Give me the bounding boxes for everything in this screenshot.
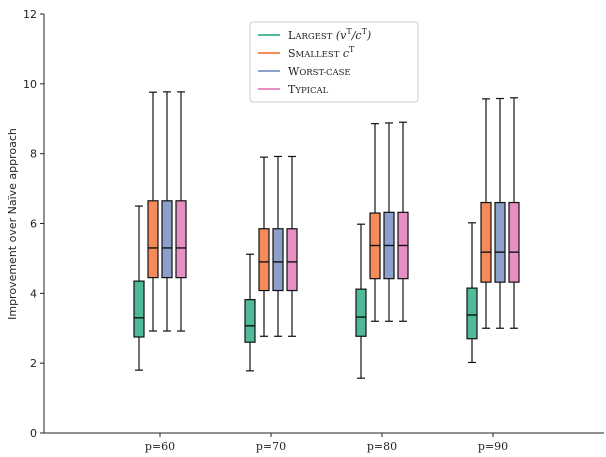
box-3-p60	[161, 91, 173, 332]
y-axis: 0 2 4 6 8 10 12	[23, 8, 45, 440]
box-body	[286, 228, 298, 292]
box-body	[175, 200, 187, 279]
box-1-p90	[466, 222, 478, 364]
y-tick-label: 8	[30, 148, 37, 161]
y-tick-label: 12	[23, 8, 37, 21]
legend-item: SMALLEST cT​	[258, 45, 355, 60]
box-body	[258, 228, 270, 292]
box-1-p80	[355, 223, 367, 379]
x-tick-label: p=80	[367, 440, 397, 453]
plot-area	[133, 91, 520, 379]
legend: LARGEST (vT​/cT​) SMALLEST cT​ WORST-CASE T…	[249, 21, 419, 103]
box-body	[480, 201, 492, 283]
y-axis-label: Improvement over Naïve approach	[6, 128, 19, 320]
box-body	[355, 288, 367, 337]
legend-label: TYPICAL	[288, 83, 329, 96]
box-2-p60	[147, 91, 159, 332]
box-2-p90	[480, 98, 492, 329]
box-body	[133, 280, 145, 338]
y-tick-label: 6	[30, 218, 37, 231]
legend-label: SMALLEST cT​	[288, 45, 355, 60]
x-tick-label: p=70	[256, 440, 286, 453]
box-body	[147, 200, 159, 279]
legend-item: WORST-CASE	[258, 65, 351, 78]
legend-label: WORST-CASE	[288, 65, 351, 78]
box-body	[244, 299, 256, 343]
box-body	[161, 200, 173, 279]
box-1-p70	[244, 253, 256, 372]
y-tick-label: 10	[23, 78, 37, 91]
box-body	[272, 228, 284, 292]
box-body	[494, 201, 506, 283]
x-axis: p=60 p=70 p=80 p=90	[44, 432, 604, 453]
box-4-p90	[508, 97, 520, 329]
box-4-p60	[175, 91, 187, 332]
legend-label: LARGEST (vT​/cT​)	[288, 27, 371, 42]
box-1-p60	[133, 205, 145, 371]
x-tick-label: p=90	[478, 440, 508, 453]
box-body	[508, 201, 520, 283]
y-tick-label: 4	[30, 287, 37, 300]
box-4-p80	[397, 121, 409, 322]
y-tick-label: 0	[30, 427, 37, 440]
y-tick-label: 2	[30, 357, 37, 370]
legend-item: TYPICAL	[258, 83, 329, 96]
x-tick-label: p=60	[145, 440, 175, 453]
box-3-p90	[494, 97, 506, 329]
box-2-p70	[258, 156, 270, 337]
legend-item: LARGEST (vT​/cT​)	[258, 27, 371, 42]
legend-frame	[249, 21, 419, 103]
box-3-p70	[272, 155, 284, 337]
box-3-p80	[383, 122, 395, 322]
box-2-p80	[369, 123, 381, 322]
box-body	[466, 287, 478, 340]
box-4-p70	[286, 155, 298, 337]
